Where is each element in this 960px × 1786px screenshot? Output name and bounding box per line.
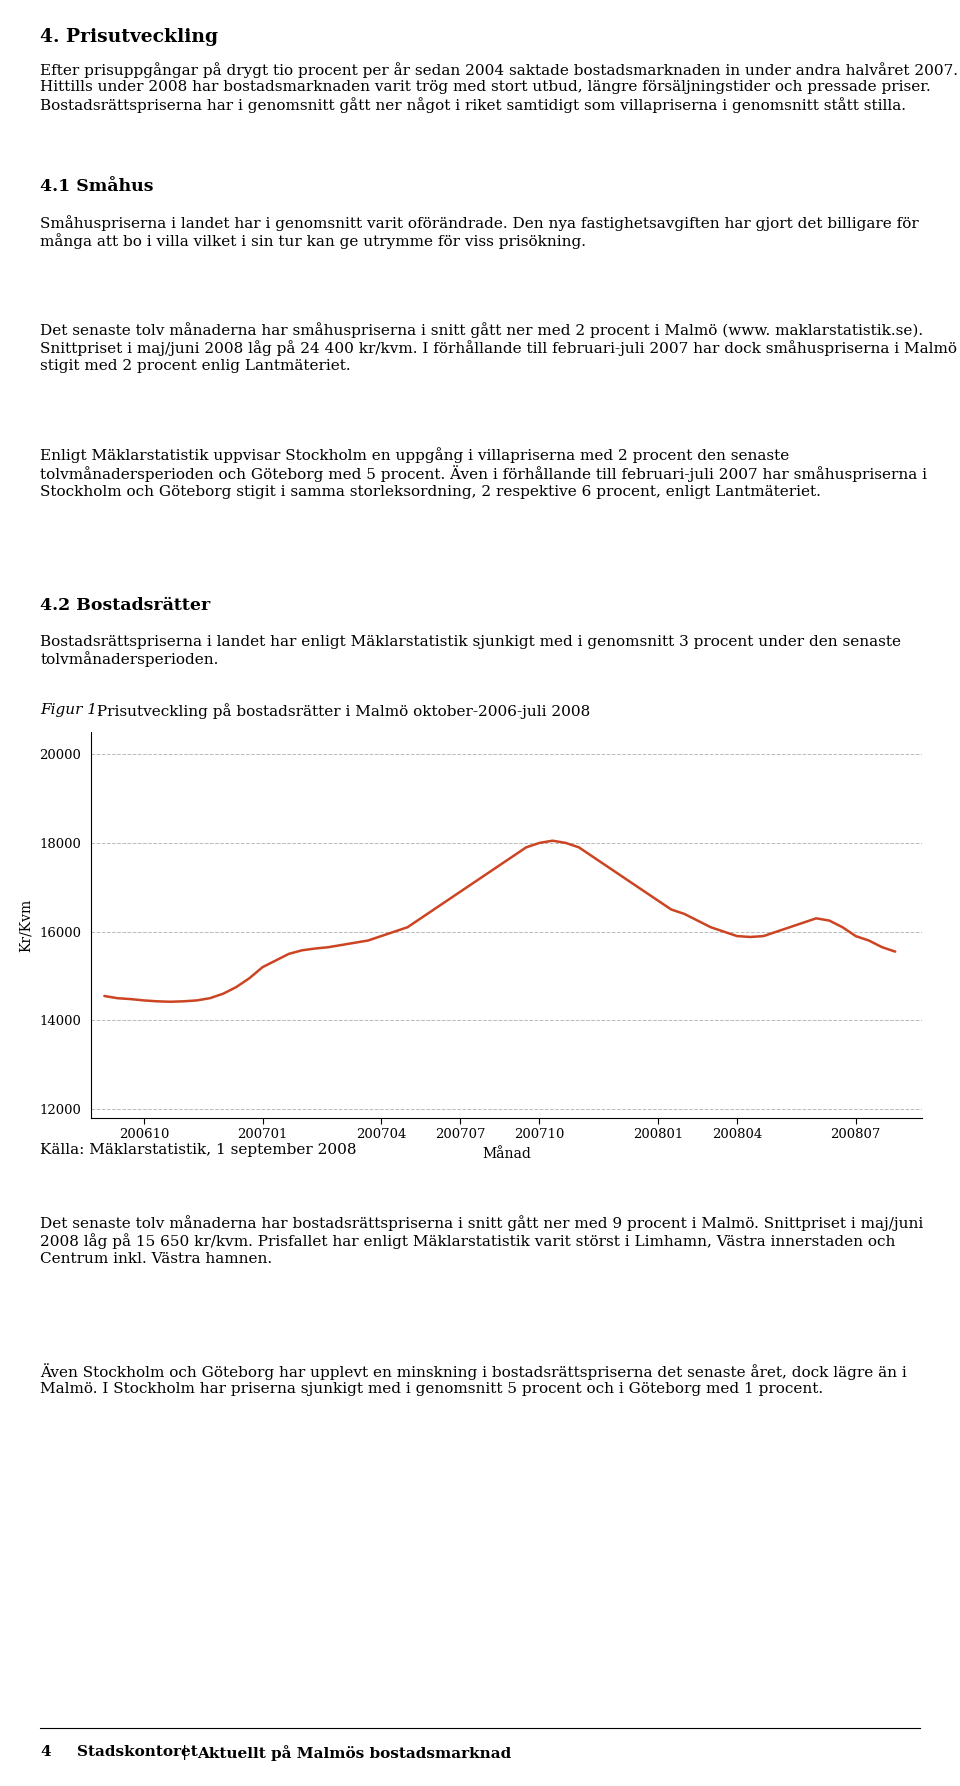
Text: Efter prisuppgångar på drygt tio procent per år sedan 2004 saktade bostadsmarkna: Efter prisuppgångar på drygt tio procent… (40, 63, 958, 113)
Text: 4.2 Bostadsrätter: 4.2 Bostadsrätter (40, 597, 210, 614)
Text: 4.1 Småhus: 4.1 Småhus (40, 179, 154, 195)
Text: Bostadsrättspriserna i landet har enligt Mäklarstatistik sjunkigt med i genomsni: Bostadsrättspriserna i landet har enligt… (40, 636, 901, 668)
Text: Det senaste tolv månaderna har bostadsrättspriserna i snitt gått ner med 9 proce: Det senaste tolv månaderna har bostadsrä… (40, 1214, 924, 1266)
Text: Enligt Mäklarstatistik uppvisar Stockholm en uppgång i villapriserna med 2 proce: Enligt Mäklarstatistik uppvisar Stockhol… (40, 446, 927, 498)
Text: Även Stockholm och Göteborg har upplevt en minskning i bostadsrättspriserna det : Även Stockholm och Göteborg har upplevt … (40, 1363, 907, 1397)
Text: Figur 1.: Figur 1. (40, 704, 102, 716)
Text: 4: 4 (40, 1745, 51, 1759)
Y-axis label: Kr/Kvm: Kr/Kvm (18, 898, 33, 952)
Text: Aktuellt på Malmös bostadsmarknad: Aktuellt på Malmös bostadsmarknad (197, 1745, 511, 1761)
Text: Stadskontoret: Stadskontoret (77, 1745, 198, 1759)
Text: Det senaste tolv månaderna har småhuspriserna i snitt gått ner med 2 procent i M: Det senaste tolv månaderna har småhuspri… (40, 321, 957, 373)
Text: Källa: Mäklarstatistik, 1 september 2008: Källa: Mäklarstatistik, 1 september 2008 (40, 1143, 357, 1157)
Text: Prisutveckling på bostadsrätter i Malmö oktober-2006-juli 2008: Prisutveckling på bostadsrätter i Malmö … (92, 704, 590, 720)
X-axis label: Månad: Månad (482, 1147, 531, 1161)
Text: Småhuspriserna i landet har i genomsnitt varit oförändrade. Den nya fastighetsav: Småhuspriserna i landet har i genomsnitt… (40, 214, 919, 250)
Text: |: | (182, 1745, 187, 1759)
Text: 4. Prisutveckling: 4. Prisutveckling (40, 29, 219, 46)
